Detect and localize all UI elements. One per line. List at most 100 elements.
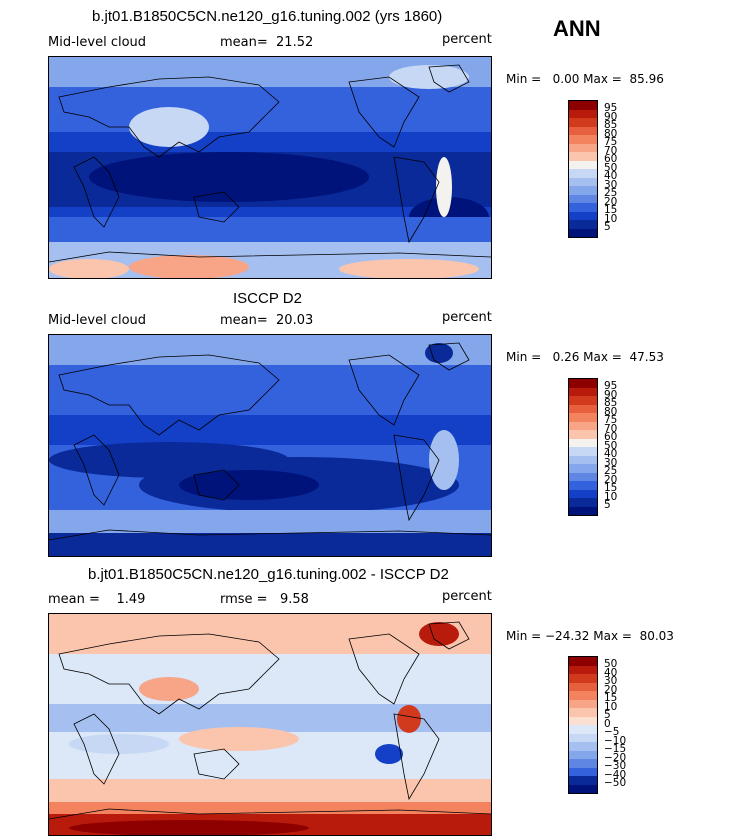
colorbar-swatch — [569, 160, 597, 169]
colorbar-tick-label: 10 — [604, 212, 618, 225]
colorbar-tick-label: 50 — [604, 439, 618, 452]
colorbar-swatch — [569, 472, 597, 481]
colorbar-swatch — [569, 742, 597, 751]
colorbar-tick-label: 50 — [604, 161, 618, 174]
colorbar-swatch — [569, 455, 597, 464]
colorbar-tick-label: 75 — [604, 136, 618, 148]
colorbar-tick-label: 10 — [604, 490, 618, 503]
panel1-colorbar-labels: 95 90 85 80 75 70 60 50 40 30 25 20 15 10 5 — [604, 103, 618, 233]
colorbar-tick-label: 40 — [604, 448, 618, 460]
colorbar-tick-label: 15 — [604, 482, 618, 494]
colorbar-tick-label: 90 — [604, 388, 618, 401]
colorbar-swatch — [569, 220, 597, 229]
panel1-mean: mean= 21.52 — [220, 35, 314, 50]
colorbar-swatch — [569, 657, 597, 666]
panel2-map-field — [49, 335, 491, 556]
panel3-minmax: Min = −24.32 Max = 80.03 — [506, 629, 674, 643]
colorbar-tick-label: 5 — [604, 709, 611, 721]
colorbar-swatch — [569, 135, 597, 144]
panel2-map — [48, 334, 492, 557]
colorbar-tick-label: 90 — [604, 110, 618, 123]
colorbar-tick-label: 70 — [604, 422, 618, 435]
colorbar-swatch — [569, 481, 597, 490]
colorbar-swatch — [569, 126, 597, 135]
colorbar-tick-label: 10 — [604, 700, 618, 713]
colorbar-tick-label: 5 — [604, 221, 611, 233]
season-label: ANN — [553, 16, 601, 41]
colorbar-tick-label: −5 — [604, 726, 620, 738]
colorbar-swatch — [569, 674, 597, 683]
panel1-title: b.jt01.B1850C5CN.ne120_g16.tuning.002 (y… — [92, 8, 443, 25]
colorbar-swatch — [569, 194, 597, 203]
panel3-colorbar — [568, 656, 598, 794]
colorbar-tick-label: 70 — [604, 144, 618, 157]
colorbar-swatch — [569, 379, 597, 388]
colorbar-tick-label: 5 — [604, 499, 611, 511]
colorbar-swatch — [569, 767, 597, 776]
colorbar-tick-label: 20 — [604, 195, 618, 208]
colorbar-swatch — [569, 447, 597, 456]
panel3-colorbar-labels: 50 40 30 20 15 10 5 0 −5 −10 −15 −20 −30 −40 −50 — [604, 658, 627, 789]
panel1-map — [48, 56, 492, 279]
colorbar-swatch — [569, 387, 597, 396]
colorbar-tick-label: 75 — [604, 414, 618, 426]
panel1-minmax: Min = 0.00 Max = 85.96 — [506, 72, 664, 86]
panel3-units: percent — [442, 589, 492, 604]
colorbar-tick-label: 85 — [604, 119, 618, 131]
colorbar-tick-label: 15 — [604, 204, 618, 216]
colorbar-swatch — [569, 716, 597, 725]
colorbar-tick-label: 80 — [604, 127, 618, 140]
colorbar-swatch — [569, 699, 597, 708]
colorbar-swatch — [569, 725, 597, 734]
panel3-mean: mean = 1.49 — [48, 592, 146, 607]
colorbar-tick-label: 60 — [604, 431, 618, 443]
colorbar-swatch — [569, 506, 597, 515]
panel3-map-field — [49, 614, 491, 835]
colorbar-swatch — [569, 430, 597, 439]
colorbar-tick-label: −30 — [604, 760, 627, 772]
colorbar-tick-label: −50 — [604, 777, 627, 789]
panel2-minmax: Min = 0.26 Max = 47.53 — [506, 350, 664, 364]
colorbar-swatch — [569, 169, 597, 178]
colorbar-swatch — [569, 759, 597, 768]
panel2-colorbar-labels: 95 90 85 80 75 70 60 50 40 30 25 20 15 10 5 — [604, 380, 618, 511]
colorbar-swatch — [569, 708, 597, 717]
panel2-field-label: Mid-level cloud — [48, 313, 147, 328]
panel1-colorbar — [568, 100, 598, 238]
colorbar-swatch — [569, 438, 597, 447]
colorbar-swatch — [569, 464, 597, 473]
colorbar-swatch — [569, 682, 597, 691]
colorbar-tick-label: 40 — [604, 170, 618, 182]
colorbar-tick-label: 50 — [604, 658, 618, 670]
colorbar-swatch — [569, 421, 597, 430]
panel3-rmse: rmse = 9.58 — [220, 592, 309, 607]
colorbar-swatch — [569, 143, 597, 152]
colorbar-tick-label: 15 — [604, 692, 618, 704]
colorbar-swatch — [569, 733, 597, 742]
colorbar-swatch — [569, 750, 597, 759]
colorbar-tick-label: 60 — [604, 153, 618, 165]
colorbar-tick-label: 95 — [604, 380, 618, 392]
panel1-field-label: Mid-level cloud — [48, 35, 147, 50]
colorbar-swatch — [569, 413, 597, 422]
colorbar-swatch — [569, 691, 597, 700]
colorbar-tick-label: −40 — [604, 768, 627, 781]
panel2-title: ISCCP D2 — [233, 290, 302, 307]
panel2-mean: mean= 20.03 — [220, 313, 314, 328]
colorbar-swatch — [569, 665, 597, 674]
colorbar-swatch — [569, 784, 597, 793]
colorbar-swatch — [569, 211, 597, 220]
colorbar-tick-label: −20 — [604, 751, 627, 764]
colorbar-tick-label: 20 — [604, 473, 618, 486]
panel3-map — [48, 613, 492, 836]
colorbar-swatch — [569, 152, 597, 161]
colorbar-tick-label: 0 — [604, 717, 611, 730]
panel3-title: b.jt01.B1850C5CN.ne120_g16.tuning.002 - … — [88, 566, 449, 583]
colorbar-swatch — [569, 396, 597, 405]
colorbar-tick-label: 80 — [604, 405, 618, 418]
colorbar-swatch — [569, 186, 597, 195]
colorbar-tick-label: −10 — [604, 734, 627, 747]
colorbar-swatch — [569, 177, 597, 186]
colorbar-swatch — [569, 203, 597, 212]
colorbar-tick-label: 25 — [604, 465, 618, 477]
